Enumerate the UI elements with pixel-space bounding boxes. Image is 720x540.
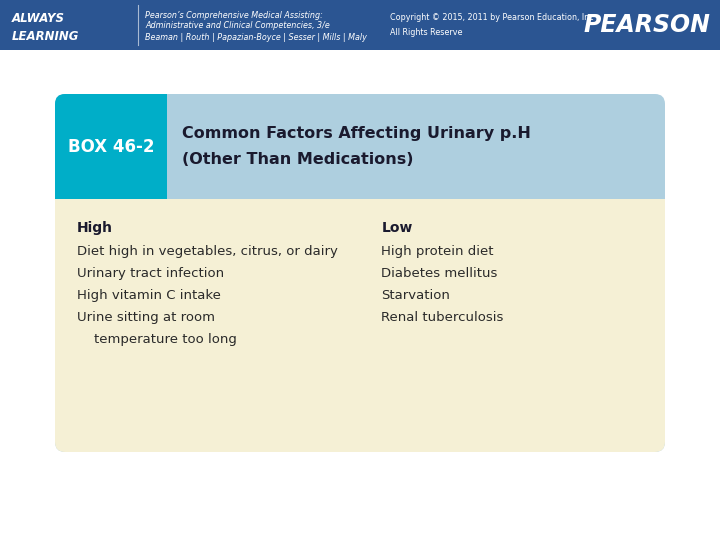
Bar: [55, 189, 167, 199]
Text: Low: Low: [382, 221, 413, 235]
Text: Starvation: Starvation: [382, 289, 450, 302]
Text: Renal tuberculosis: Renal tuberculosis: [382, 311, 504, 324]
FancyBboxPatch shape: [55, 199, 665, 452]
Text: Administrative and Clinical Competencies, 3/e: Administrative and Clinical Competencies…: [145, 22, 330, 30]
Text: Pearson’s Comprehensive Medical Assisting:: Pearson’s Comprehensive Medical Assistin…: [145, 10, 323, 19]
Text: temperature too long: temperature too long: [77, 333, 237, 346]
FancyBboxPatch shape: [55, 94, 665, 452]
Text: High protein diet: High protein diet: [382, 245, 494, 258]
Text: Diabetes mellitus: Diabetes mellitus: [382, 267, 498, 280]
Text: All Rights Reserve: All Rights Reserve: [390, 28, 462, 37]
Text: High vitamin C intake: High vitamin C intake: [77, 289, 221, 302]
Text: (Other Than Medications): (Other Than Medications): [182, 152, 413, 167]
Text: Beaman | Routh | Papazian-Boyce | Sesser | Mills | Maly: Beaman | Routh | Papazian-Boyce | Sesser…: [145, 32, 367, 42]
Bar: [157, 94, 167, 199]
Text: LEARNING: LEARNING: [12, 30, 79, 43]
Text: Common Factors Affecting Urinary p.H: Common Factors Affecting Urinary p.H: [182, 126, 531, 141]
Text: Urinary tract infection: Urinary tract infection: [77, 267, 224, 280]
Text: BOX 46-2: BOX 46-2: [68, 138, 154, 156]
Bar: [0, 0, 720, 50]
Text: ALWAYS: ALWAYS: [12, 12, 65, 25]
Text: Urine sitting at room: Urine sitting at room: [77, 311, 215, 324]
Text: PEARSON: PEARSON: [583, 13, 710, 37]
Text: Copyright © 2015, 2011 by Pearson Education, Inc: Copyright © 2015, 2011 by Pearson Educat…: [390, 13, 593, 22]
FancyBboxPatch shape: [55, 94, 167, 199]
Text: Diet high in vegetables, citrus, or dairy: Diet high in vegetables, citrus, or dair…: [77, 245, 338, 258]
Bar: [55, 199, 665, 209]
Text: High: High: [77, 221, 113, 235]
